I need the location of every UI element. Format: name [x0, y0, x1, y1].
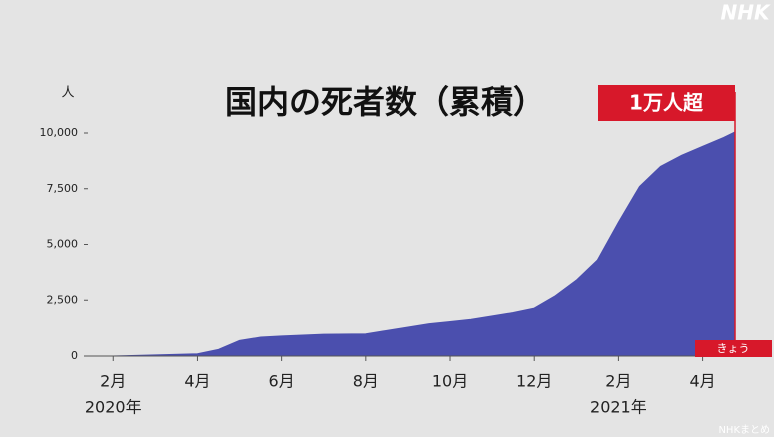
x-tick-label: 12月 — [516, 372, 552, 391]
logo: NHK — [721, 1, 771, 25]
x-tick-label: 8月 — [353, 372, 379, 391]
source: NHKまとめ — [718, 424, 770, 436]
x-tick-label: 2月 — [605, 372, 631, 391]
y-tick-label: 0 — [71, 349, 78, 362]
area — [88, 131, 736, 357]
today-box — [695, 340, 772, 357]
x-tick-label: 10月 — [432, 372, 468, 391]
x-year-label: 2020年 — [85, 398, 142, 417]
chart-title: 国内の死者数（累積） — [225, 83, 545, 121]
x-tick-label: 4月 — [184, 372, 210, 391]
annotation-box — [598, 85, 735, 121]
x-tick-label: 4月 — [689, 372, 715, 391]
y-unit: 人 — [61, 86, 74, 101]
x-tick-label: 6月 — [269, 372, 295, 391]
y-tick-label: 10,000 — [40, 126, 79, 139]
today-label: きょう — [717, 342, 750, 355]
x-year-label: 2021年 — [590, 398, 647, 417]
y-tick-label: 7,500 — [47, 182, 79, 195]
y-tick-label: 2,500 — [47, 293, 79, 306]
x-tick-label: 2月 — [100, 372, 126, 391]
y-tick-label: 5,000 — [47, 238, 79, 251]
annotation: 1万人超 — [629, 91, 704, 115]
